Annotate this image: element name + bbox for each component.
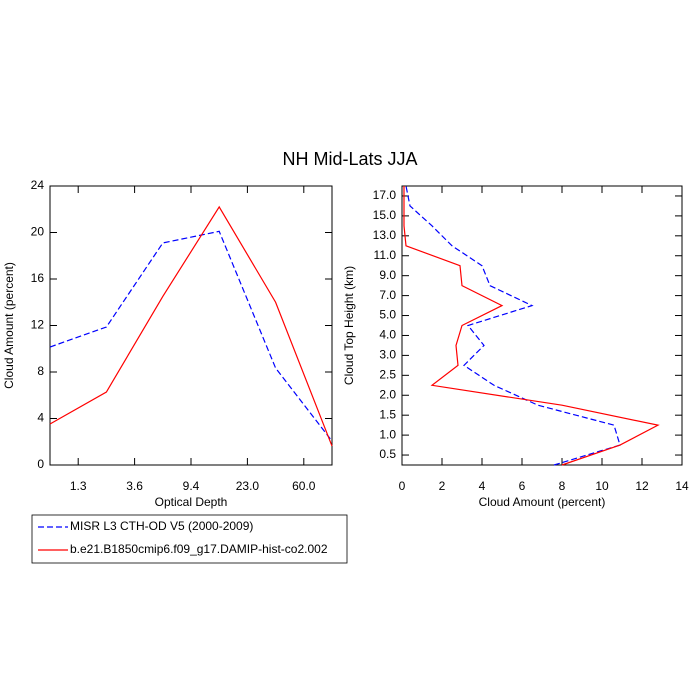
y-tick-label: 24 (31, 178, 45, 192)
y-tick-label: 12 (31, 318, 45, 332)
x-tick-label: 0 (399, 479, 406, 493)
y-tick-label: 17.0 (373, 188, 397, 202)
series-line (405, 185, 621, 466)
y-tick-label: 16 (31, 271, 45, 285)
y-tick-label: 9.0 (379, 268, 396, 282)
series-line (49, 205, 333, 447)
y-axis-label: Cloud Top Height (km) (342, 266, 356, 385)
y-tick-label: 13.0 (373, 228, 397, 242)
series-line (403, 186, 660, 466)
y-tick-label: 4.0 (379, 328, 396, 342)
y-tick-label: 2.0 (379, 387, 396, 401)
x-tick-label: 3.6 (126, 479, 143, 493)
y-tick-label: 8 (37, 364, 44, 378)
legend-label: b.e21.B1850cmip6.f09_g17.DAMIP-hist-co2.… (70, 542, 328, 556)
chart-title: NH Mid-Lats JJA (282, 149, 417, 169)
y-tick-label: 11.0 (374, 248, 397, 262)
x-tick-label: 23.0 (236, 479, 260, 493)
y-axis-label: Cloud Amount (percent) (2, 262, 16, 389)
y-tick-label: 0.5 (379, 447, 396, 461)
y-tick-label: 7.0 (379, 288, 396, 302)
x-tick-label: 4 (479, 479, 486, 493)
y-tick-label: 4 (37, 411, 44, 425)
y-tick-label: 3.0 (379, 348, 396, 362)
x-tick-label: 8 (559, 479, 566, 493)
x-tick-label: 60.0 (292, 479, 316, 493)
y-tick-label: 1.5 (379, 407, 396, 421)
x-tick-label: 10 (595, 479, 609, 493)
x-tick-label: 12 (635, 479, 649, 493)
y-tick-label: 0 (37, 457, 44, 471)
series-line (49, 230, 333, 442)
x-tick-label: 9.4 (183, 479, 200, 493)
plot-frame (401, 185, 683, 466)
x-tick-label: 14 (675, 479, 689, 493)
x-tick-label: 2 (439, 479, 446, 493)
legend-box (31, 514, 348, 564)
y-tick-label: 20 (31, 225, 45, 239)
y-tick-label: 5.0 (379, 308, 396, 322)
y-tick-label: 2.5 (379, 367, 396, 381)
x-axis-label: Optical Depth (155, 495, 228, 509)
plot-frame (49, 185, 333, 466)
x-axis-label: Cloud Amount (percent) (479, 495, 606, 509)
legend-label: MISR L3 CTH-OD V5 (2000-2009) (70, 519, 253, 533)
y-tick-label: 1.0 (379, 427, 396, 441)
y-tick-label: 15.0 (373, 208, 397, 222)
x-tick-label: 6 (519, 479, 526, 493)
x-tick-label: 1.3 (70, 479, 87, 493)
